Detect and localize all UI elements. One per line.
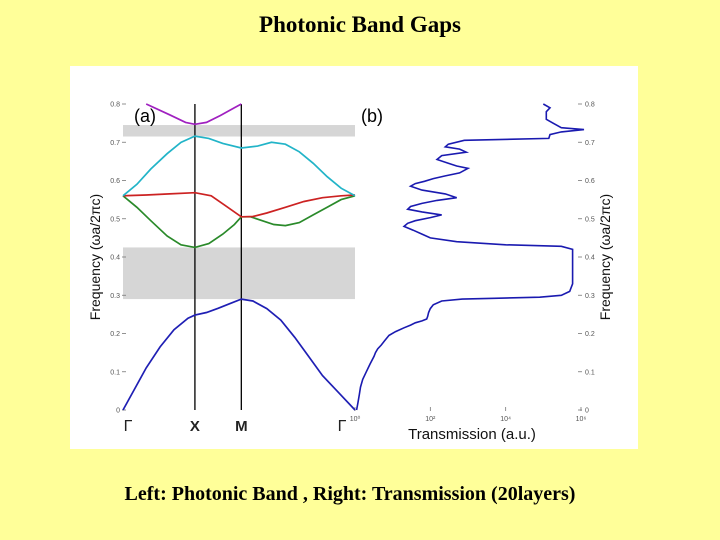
a-ytick-label: 0.6 (110, 178, 120, 185)
a-ylabel: Frequency (ωa/2πc) (87, 194, 103, 320)
band-gap-1 (123, 247, 355, 300)
band-2-line (122, 194, 356, 249)
band-5-line (145, 103, 242, 126)
a-ytick-label: 0.1 (110, 369, 120, 376)
band-4-line (122, 135, 356, 197)
a-ytick-label: 0.8 (110, 102, 120, 109)
b-ytick-label: 0.8 (585, 102, 595, 109)
b-ytick-label: 0.7 (585, 140, 595, 147)
a-ytick-label: 0.7 (110, 140, 120, 147)
series-layer (122, 103, 585, 411)
b-xtick-label: 10⁴ (500, 416, 511, 423)
k-point-label-1: Γ (124, 418, 133, 435)
b-ytick-label: 0.3 (585, 293, 595, 300)
band-transmission-chart: 0 0.1 0.2 0.3 0.4 0.5 0.6 0.7 0.8 Γ X M Γ (a) Frequenc… (87, 102, 613, 444)
figure: 0 0.1 0.2 0.3 0.4 0.5 0.6 0.7 0.8 Γ X M Γ (a) Frequenc… (70, 66, 638, 449)
panel-b-label: (b) (361, 106, 383, 126)
a-ytick-label: 0.2 (110, 331, 120, 338)
b-xlabel: Transmission (a.u.) (408, 426, 536, 443)
b-xtick-label: 10⁶ (576, 416, 587, 423)
b-xtick-label: 10² (425, 416, 436, 423)
k-point-label-2: X (190, 418, 200, 435)
b-xtick-label: 10⁰ (350, 415, 361, 423)
a-ytick-label: 0.5 (110, 216, 120, 223)
k-point-label-4: Γ (338, 418, 347, 435)
grid-layer (122, 103, 582, 411)
b-ylabel: Frequency (ωa/2πc) (597, 194, 613, 320)
b-ytick-label: 0.1 (585, 369, 595, 376)
band-gap-2 (123, 125, 355, 137)
b-ytick-label: 0.6 (585, 178, 595, 185)
band-1-line (122, 298, 356, 411)
k-point-label-3: M (235, 418, 248, 435)
b-ytick-label: 0 (585, 408, 589, 415)
panel-a-label: (a) (134, 106, 156, 126)
b-ytick-label: 0.2 (585, 331, 595, 338)
a-ytick-label: 0.4 (110, 255, 120, 262)
caption: Left: Photonic Band , Right: Transmissio… (124, 483, 576, 505)
band-3-line (122, 191, 356, 218)
b-ytick-label: 0.5 (585, 216, 595, 223)
a-ytick-label: 0.3 (110, 293, 120, 300)
slide-title: Photonic Band Gaps (259, 12, 461, 37)
b-ytick-label: 0.4 (585, 255, 595, 262)
transmission-line-1 (355, 103, 585, 411)
band-gap-layer (123, 125, 355, 300)
a-ytick-label: 0 (116, 408, 120, 415)
text-layer: 0 0.1 0.2 0.3 0.4 0.5 0.6 0.7 0.8 Γ X M Γ (a) Frequenc… (87, 102, 613, 444)
